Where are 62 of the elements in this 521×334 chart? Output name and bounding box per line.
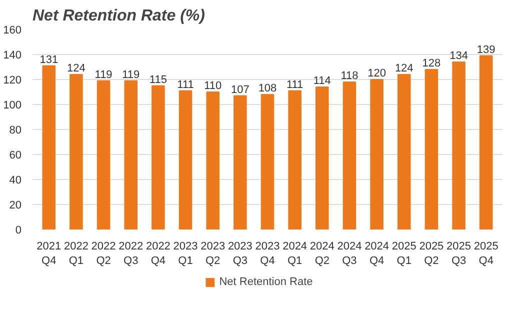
y-tick-label: 160 (3, 24, 22, 36)
data-label: 115 (149, 74, 167, 86)
bar (206, 92, 220, 230)
x-tick-label: 2021 Q4 (36, 240, 62, 267)
x-tick-label: 2023 Q1 (173, 240, 198, 267)
data-label: 118 (340, 70, 358, 82)
data-label: 131 (40, 54, 58, 66)
x-tick-label: 2024 Q3 (337, 240, 362, 267)
y-tick-label: 60 (9, 150, 22, 162)
data-label: 107 (231, 84, 250, 96)
data-label: 128 (422, 58, 441, 70)
bar (479, 55, 493, 230)
data-label: 111 (286, 78, 304, 91)
data-label: 139 (476, 44, 496, 56)
y-tick-label: 120 (3, 74, 22, 86)
x-tick-label: 2023 Q3 (228, 240, 252, 267)
data-label: 114 (313, 75, 331, 87)
x-tick-label: 2025 Q1 (392, 240, 416, 267)
data-label: 119 (122, 68, 140, 81)
chart-title: Net Retention Rate (%) (32, 8, 205, 24)
data-label: 108 (258, 82, 277, 94)
bar (152, 85, 165, 230)
bar (288, 90, 302, 230)
bar (96, 80, 110, 230)
y-tick-label: 40 (9, 174, 22, 186)
bar (42, 65, 56, 230)
bar (234, 95, 247, 230)
x-tick-label: 2025 Q4 (474, 240, 498, 267)
bar (452, 62, 466, 230)
x-tick-label: 2025 Q3 (446, 240, 472, 267)
data-label: 119 (94, 68, 112, 81)
bar (424, 69, 438, 230)
x-tick-label: 2022 Q4 (146, 240, 170, 267)
bar (316, 86, 329, 230)
legend-label: Net Retention Rate (219, 276, 313, 288)
bar (370, 79, 384, 230)
data-label: 134 (450, 50, 468, 62)
bar (124, 80, 138, 230)
x-tick-label: 2024 Q1 (282, 240, 308, 267)
data-label: 124 (67, 62, 86, 74)
x-tick-label: 2025 Q2 (419, 240, 444, 267)
x-tick-label: 2024 Q4 (364, 240, 390, 267)
x-tick-label: 2023 Q2 (200, 240, 226, 267)
y-tick-label: 0 (15, 224, 22, 236)
y-tick-label: 100 (3, 100, 22, 112)
x-tick-label: 2022 Q2 (91, 240, 116, 267)
data-label: 110 (204, 80, 222, 92)
bar (260, 94, 274, 230)
y-tick-label: 80 (9, 124, 22, 136)
bar (178, 90, 192, 230)
bar (397, 74, 411, 230)
data-label: 124 (394, 62, 414, 74)
bar (342, 82, 356, 230)
x-tick-label: 2022 Q1 (64, 240, 88, 267)
y-tick-label: 140 (3, 50, 22, 62)
x-tick-label: 2024 Q2 (310, 240, 334, 267)
data-label: 111 (177, 78, 194, 91)
x-tick-label: 2023 Q4 (255, 240, 280, 267)
y-tick-label: 20 (9, 200, 22, 212)
bar (70, 74, 83, 230)
data-label: 120 (368, 68, 386, 80)
x-tick-label: 2022 Q3 (118, 240, 144, 267)
